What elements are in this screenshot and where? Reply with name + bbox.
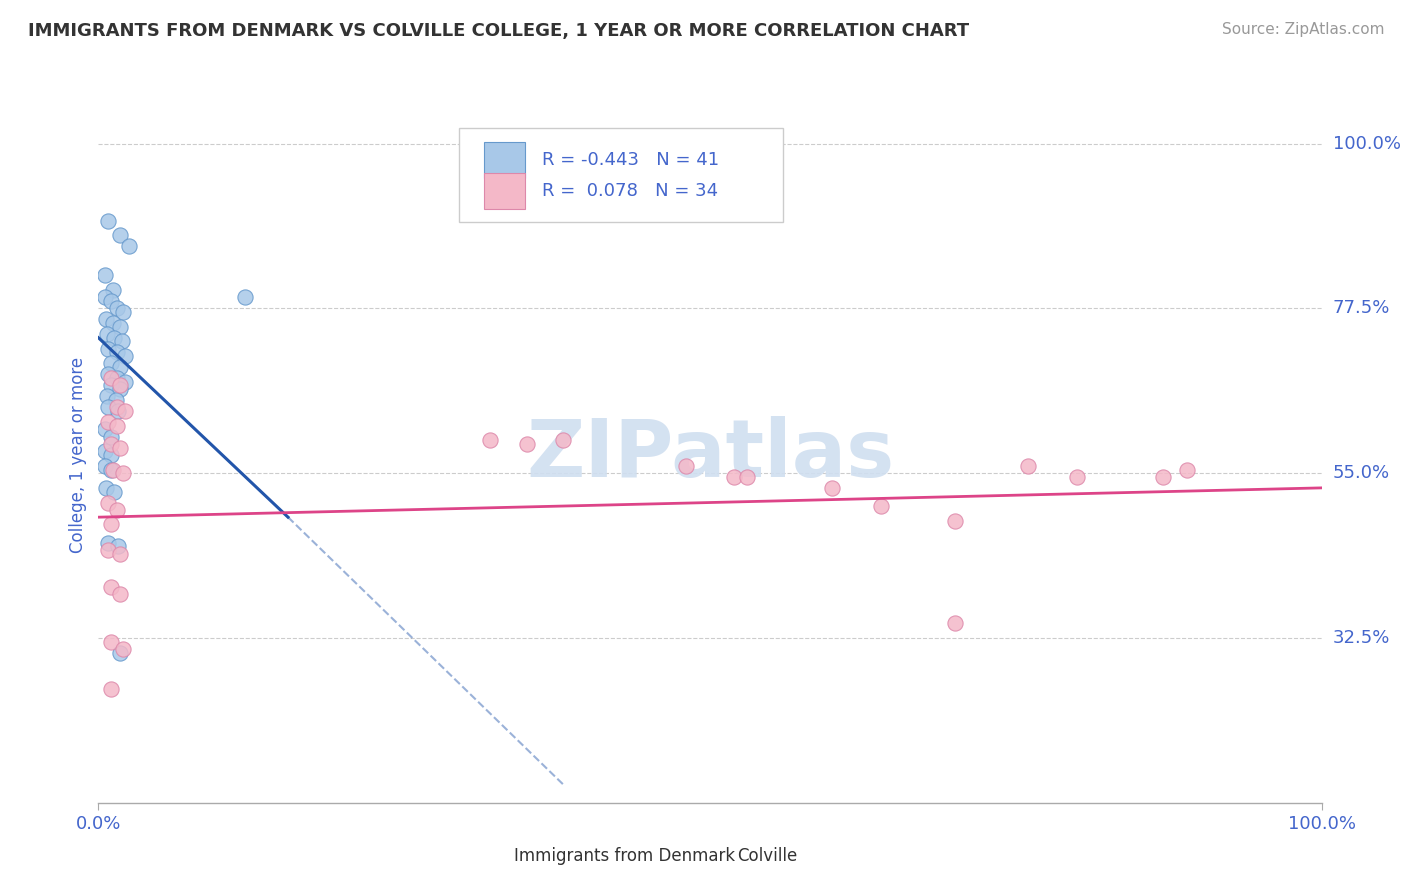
Point xyxy=(111,305,134,319)
Point xyxy=(114,404,136,418)
Point xyxy=(105,401,128,415)
Point xyxy=(110,587,132,601)
Y-axis label: College, 1 year or more: College, 1 year or more xyxy=(69,357,87,553)
Point xyxy=(97,495,120,509)
Point xyxy=(111,642,134,657)
Point xyxy=(114,349,136,363)
Point xyxy=(100,437,122,451)
Point xyxy=(93,422,115,436)
Point xyxy=(93,458,115,473)
FancyBboxPatch shape xyxy=(470,841,508,871)
Point xyxy=(105,371,128,385)
Point xyxy=(118,239,141,253)
Point xyxy=(100,371,122,385)
Point xyxy=(675,458,697,473)
Point xyxy=(110,441,132,455)
Point xyxy=(515,437,537,451)
Point xyxy=(723,470,745,484)
Point xyxy=(100,682,122,697)
Point xyxy=(943,514,966,528)
Point xyxy=(114,375,136,389)
Point xyxy=(96,389,118,403)
Point xyxy=(103,331,125,345)
Point xyxy=(103,484,125,499)
Point xyxy=(97,543,120,558)
Point xyxy=(105,345,128,359)
Point xyxy=(870,499,893,513)
Text: 55.0%: 55.0% xyxy=(1333,464,1391,483)
Point xyxy=(111,467,134,481)
FancyBboxPatch shape xyxy=(484,173,526,210)
Text: R =  0.078   N = 34: R = 0.078 N = 34 xyxy=(543,182,718,200)
Point xyxy=(100,294,122,309)
Point xyxy=(97,415,120,429)
Point xyxy=(100,634,122,648)
Text: 32.5%: 32.5% xyxy=(1333,629,1391,647)
Point xyxy=(101,462,124,476)
Point xyxy=(100,378,122,392)
Point xyxy=(478,434,501,448)
Point xyxy=(94,481,117,495)
Point xyxy=(107,404,129,418)
Point xyxy=(110,378,132,392)
Point xyxy=(233,290,256,304)
Point xyxy=(943,616,966,631)
Point xyxy=(104,392,127,407)
Text: R = -0.443   N = 41: R = -0.443 N = 41 xyxy=(543,151,720,169)
Text: IMMIGRANTS FROM DENMARK VS COLVILLE COLLEGE, 1 YEAR OR MORE CORRELATION CHART: IMMIGRANTS FROM DENMARK VS COLVILLE COLL… xyxy=(28,22,969,40)
Text: Colville: Colville xyxy=(737,847,797,865)
Point xyxy=(110,646,132,660)
Point xyxy=(821,481,844,495)
FancyBboxPatch shape xyxy=(460,128,783,222)
Point xyxy=(1152,470,1174,484)
Point xyxy=(110,382,132,396)
Point xyxy=(93,444,115,458)
Point xyxy=(1017,458,1039,473)
Point xyxy=(111,334,134,349)
Point xyxy=(94,312,117,326)
Point xyxy=(100,462,122,476)
Point xyxy=(97,213,120,227)
Point xyxy=(97,401,120,415)
Point xyxy=(101,283,124,297)
Point xyxy=(100,448,122,462)
Point xyxy=(110,547,132,561)
Point xyxy=(97,536,120,550)
Point xyxy=(101,316,124,330)
Point xyxy=(100,356,122,370)
Text: 77.5%: 77.5% xyxy=(1333,300,1391,318)
Point xyxy=(97,368,120,382)
Point xyxy=(107,540,129,554)
Point xyxy=(105,418,128,433)
Point xyxy=(110,359,132,374)
Point xyxy=(553,434,575,448)
Text: 100.0%: 100.0% xyxy=(1333,135,1400,153)
Point xyxy=(105,503,128,517)
FancyBboxPatch shape xyxy=(484,142,526,178)
Point xyxy=(1175,462,1198,476)
Text: Source: ZipAtlas.com: Source: ZipAtlas.com xyxy=(1222,22,1385,37)
Point xyxy=(100,517,122,532)
Point xyxy=(110,228,132,243)
Point xyxy=(93,290,115,304)
Point xyxy=(93,268,115,283)
Point xyxy=(1066,470,1088,484)
Point xyxy=(105,301,128,316)
Point xyxy=(100,580,122,594)
Point xyxy=(97,342,120,356)
Point xyxy=(110,319,132,334)
Text: ZIPatlas: ZIPatlas xyxy=(526,416,894,494)
Point xyxy=(96,327,118,342)
FancyBboxPatch shape xyxy=(692,841,731,871)
Text: Immigrants from Denmark: Immigrants from Denmark xyxy=(515,847,735,865)
Point xyxy=(735,470,758,484)
Point xyxy=(100,429,122,443)
